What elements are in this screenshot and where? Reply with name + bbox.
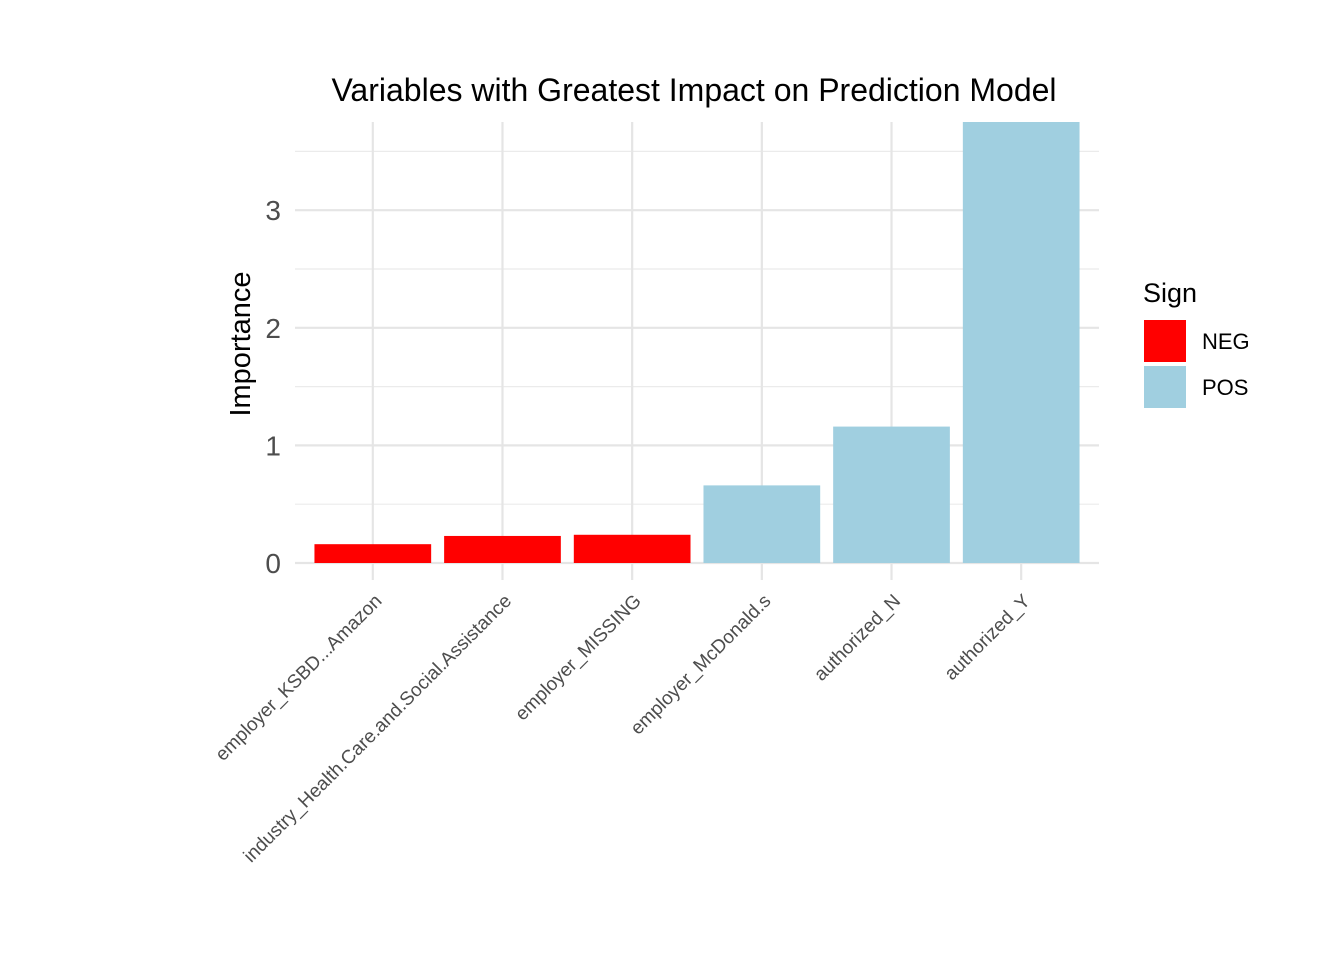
bar-employer_KSBD...Amazon bbox=[314, 544, 432, 563]
y-ticks-layer: 0 1 2 3 bbox=[265, 195, 281, 579]
x-tick-label: authorized_N bbox=[810, 591, 905, 686]
legend-label-neg: NEG bbox=[1202, 329, 1250, 354]
bar-industry_Health.Care.and.Social.Assistance bbox=[444, 535, 561, 563]
legend-title: Sign bbox=[1143, 278, 1197, 308]
legend-swatch-pos bbox=[1144, 366, 1186, 408]
legend-swatch-neg bbox=[1144, 320, 1186, 362]
bar-authorized_Y bbox=[962, 122, 1080, 563]
legend-entries: NEG POS bbox=[1144, 320, 1250, 408]
bar-employer_MISSING bbox=[573, 534, 691, 563]
y-tick-label: 2 bbox=[265, 313, 281, 344]
x-tick-label: authorized_Y bbox=[941, 590, 1035, 684]
bar-employer_McDonald.s bbox=[703, 485, 821, 563]
bar-authorized_N bbox=[833, 426, 950, 563]
x-ticks-layer: employer_KSBD...Amazonindustry_Health.Ca… bbox=[212, 590, 1035, 866]
y-tick-label: 3 bbox=[265, 195, 281, 226]
legend: Sign NEG POS bbox=[1143, 278, 1250, 408]
y-axis-label: Importance bbox=[225, 271, 257, 416]
x-tick-label: employer_MISSING bbox=[511, 591, 645, 725]
x-tick-label: industry_Health.Care.and.Social.Assistan… bbox=[240, 591, 516, 867]
y-tick-label: 0 bbox=[265, 548, 281, 579]
bars-layer bbox=[314, 122, 1080, 563]
x-tick-label: employer_McDonald.s bbox=[627, 591, 776, 740]
y-tick-label: 1 bbox=[265, 430, 281, 461]
chart-title: Variables with Greatest Impact on Predic… bbox=[331, 72, 1056, 108]
legend-label-pos: POS bbox=[1202, 375, 1248, 400]
